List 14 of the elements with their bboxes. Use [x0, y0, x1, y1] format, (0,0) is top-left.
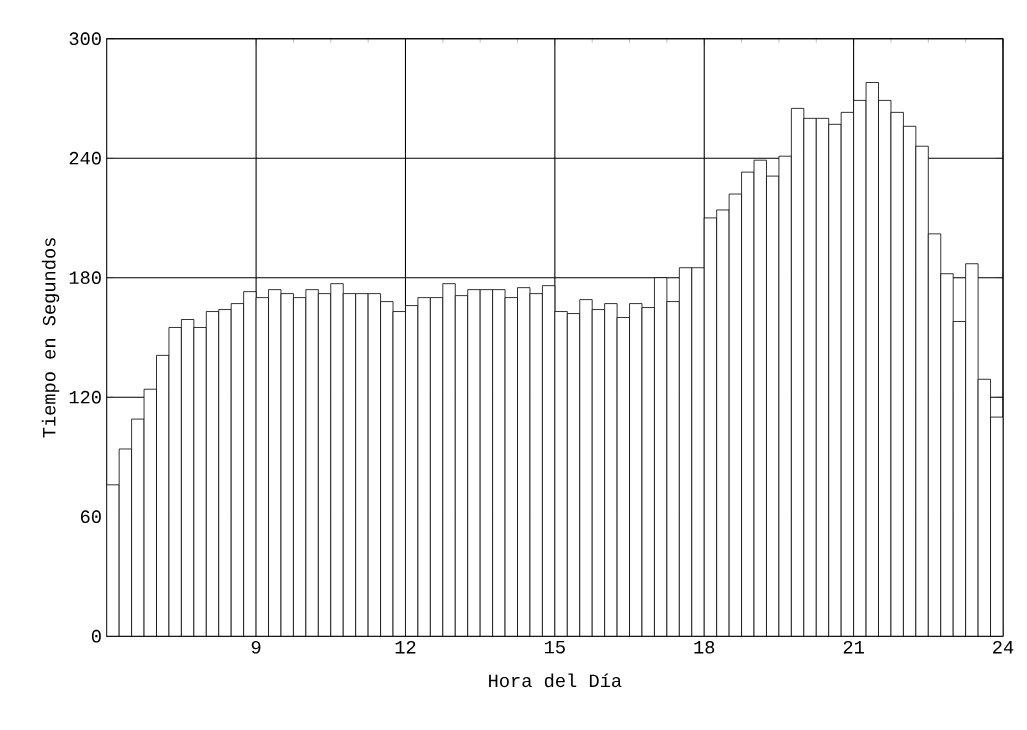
y-tick-label: 0 [91, 630, 101, 643]
x-tick-label: 12 [395, 641, 416, 654]
x-tick-label: 24 [993, 641, 1014, 654]
x-axis-title: Hora del Día [489, 673, 622, 688]
y-tick-label: 180 [69, 271, 101, 285]
x-tick-label: 15 [545, 641, 565, 654]
y-axis-title: Tiempo en Segundos [41, 238, 60, 438]
y-tick-label: 240 [69, 152, 101, 165]
y-tick-label: 60 [80, 510, 101, 524]
x-tick-label: 9 [251, 641, 261, 654]
x-tick-label: 21 [843, 641, 864, 654]
y-tick-label: 300 [69, 32, 101, 46]
y-tick-label: 120 [69, 391, 101, 404]
x-tick-label: 18 [694, 641, 715, 654]
